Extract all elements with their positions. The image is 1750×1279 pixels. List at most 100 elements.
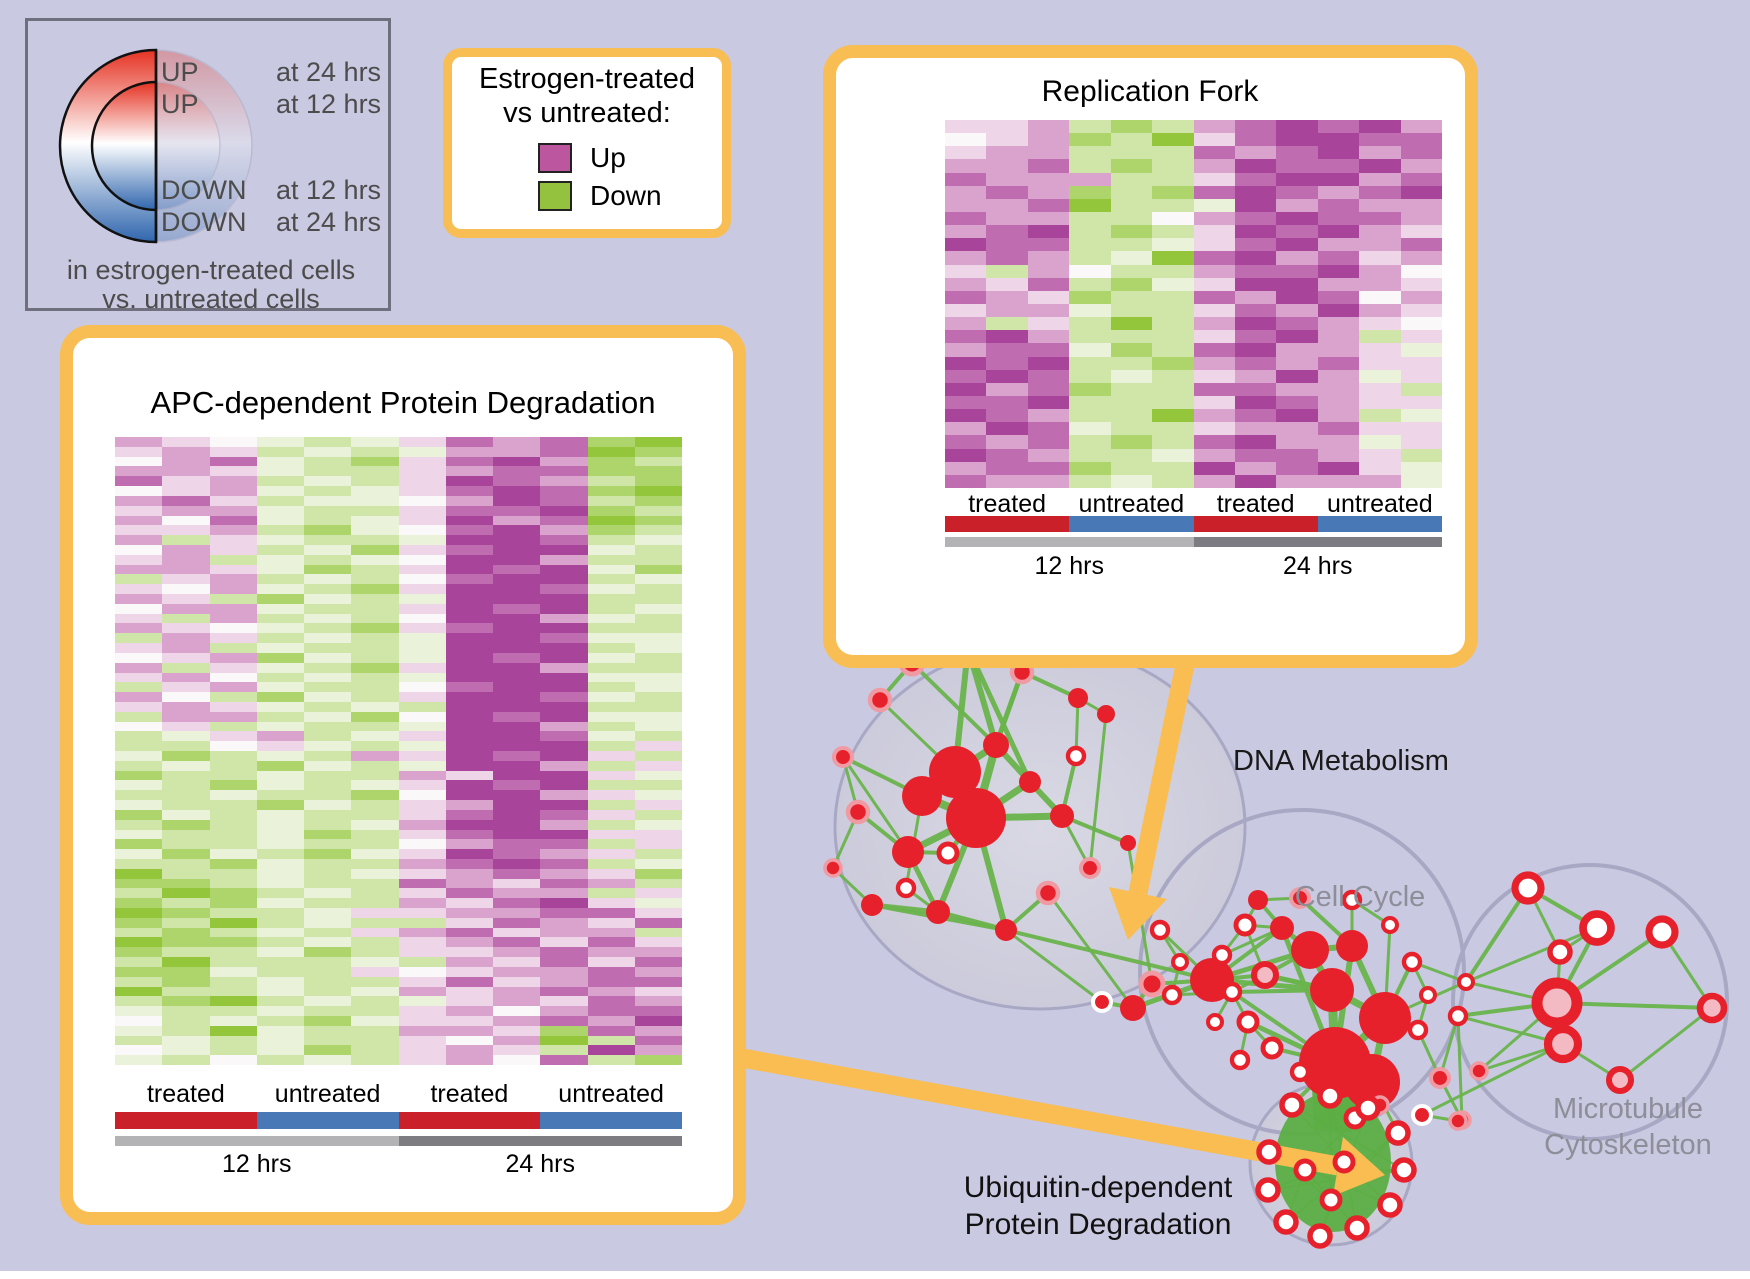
network-edge (1618, 1006, 1714, 1082)
network-edge (1555, 1001, 1714, 1010)
network-node-ring-white (1229, 1049, 1251, 1071)
network-node-ring-white (1391, 1157, 1417, 1183)
network-node-ring-white (1221, 981, 1243, 1003)
network-edge (1464, 886, 1530, 984)
cluster-label-microtubule: Microtubule (1553, 1093, 1703, 1125)
network-node-ring-pink (1696, 992, 1728, 1024)
network-node-ring-white (1385, 1120, 1411, 1146)
network-node-ring-white (1447, 1005, 1469, 1027)
network-node-ring-white (1279, 1092, 1305, 1118)
network-node-ring-white (1511, 871, 1545, 905)
network-node-solid (926, 900, 950, 924)
network-node-solid (957, 637, 979, 659)
network-node-halo-pink (823, 858, 843, 878)
network-edge (1004, 928, 1104, 1004)
cluster-label-ubiquitin-1: Ubiquitin-dependent (964, 1171, 1233, 1204)
network-node-ring-pink (1605, 1065, 1635, 1095)
network-node-solid (1120, 835, 1136, 851)
network-node-ring-white (1255, 1177, 1281, 1203)
network-node-halo-white (1090, 990, 1114, 1014)
network-node-halo-pink (1448, 1111, 1468, 1131)
network-node-halo-pink (1035, 880, 1061, 906)
network-edge (1420, 1042, 1565, 1117)
network-node-halo-pink (898, 649, 926, 677)
network-node-halo-pink (867, 687, 893, 713)
network-node-ring-white (1256, 1139, 1282, 1165)
network-node-ring-pink (1543, 1024, 1583, 1064)
network-node-halo-white (1410, 1103, 1434, 1127)
network-node-ring-white (1579, 910, 1615, 946)
network-edge (965, 645, 1033, 785)
network-node-solid (902, 776, 942, 816)
network-edge (1088, 712, 1108, 870)
network-node-ring-white (895, 877, 917, 899)
network-node-ring-white (1355, 1095, 1381, 1121)
network-node-halo-pink (1138, 970, 1166, 998)
network-node-ring-white (1273, 1209, 1299, 1235)
network-node-ring-pink (1250, 960, 1280, 990)
network-node-ring-white (936, 841, 960, 865)
network-node-solid (995, 919, 1017, 941)
network-node-solid (892, 836, 924, 868)
network-node-ring-white (1645, 915, 1679, 949)
network-node-solid (983, 732, 1009, 758)
network-node-ring-white (1171, 953, 1189, 971)
network-node-ring-white (1547, 939, 1573, 965)
network-node-ring-white (1065, 745, 1087, 767)
network-node-ring-white (1206, 1013, 1224, 1031)
network-node-ring-white (1457, 973, 1475, 991)
network-node-solid (1291, 931, 1329, 969)
network-node-ring-white (1401, 951, 1423, 973)
arrow-replication-fork-to-dna-head (1109, 887, 1167, 940)
network-edge (910, 661, 998, 747)
network-node-ring-white (1341, 889, 1363, 911)
network-node-solid (1336, 930, 1368, 962)
network-node-solid (1248, 890, 1268, 910)
network-node-ring-white (1377, 1192, 1403, 1218)
network-node-ring-white (1161, 984, 1183, 1006)
network-node-ring-white (1381, 916, 1399, 934)
network-node-solid (1359, 992, 1411, 1044)
network-node-ring-white (1344, 1215, 1370, 1241)
network-node-ring-white (1211, 944, 1233, 966)
network-node-solid (1068, 688, 1088, 708)
arrow-apc-to-ubiquitin-shaft (740, 1048, 1340, 1176)
network-node-ring-white (1260, 1036, 1284, 1060)
network-node-ring-white (1233, 913, 1257, 937)
network-node-solid (1097, 705, 1115, 723)
network-node-ring-white (1289, 1061, 1311, 1083)
network-edge (1464, 926, 1599, 984)
network-node-solid (1310, 968, 1354, 1012)
network-node-halo-pink (831, 745, 855, 769)
network-node-ring-white (1319, 1188, 1343, 1212)
network-node-halo-pink (845, 799, 871, 825)
network-node-ring-white (1407, 1019, 1429, 1041)
network-node-halo-pink (1428, 1066, 1452, 1090)
network-node-ring-white (1236, 1010, 1260, 1034)
network-node-solid (1344, 1054, 1400, 1110)
network-node-ring-white (1293, 1158, 1317, 1182)
network-node-ring-white (1419, 986, 1437, 1004)
network-node-ring-white (1332, 1150, 1356, 1174)
network-edge (841, 755, 910, 854)
microtubule-cytoskeleton-circle (1451, 863, 1729, 1141)
network-node-ring-white (1317, 1083, 1343, 1109)
network-node-solid (1120, 995, 1146, 1021)
network-node-solid (946, 788, 1006, 848)
network-node-solid (1019, 771, 1041, 793)
cluster-label-ubiquitin-2: Protein Degradation (965, 1208, 1232, 1241)
network-node-solid (861, 894, 883, 916)
cluster-label-cytoskeleton: Cytoskeleton (1544, 1129, 1712, 1161)
network-node-solid (1270, 916, 1294, 940)
arrow-replication-fork-to-dna-shaft (1128, 658, 1196, 895)
network-node-halo-pink (1009, 659, 1035, 685)
network-edge (1456, 1014, 1464, 1122)
cluster-label-cell-cycle: Cell Cycle (1295, 881, 1426, 913)
network-node-halo-pink (1288, 886, 1312, 910)
network-node-ring-pink (1531, 977, 1583, 1029)
network-node-ring-white (1307, 1223, 1333, 1249)
network-node-halo-pink (1078, 856, 1102, 880)
cluster-label-dna-metabolism: DNA Metabolism (1233, 745, 1449, 777)
